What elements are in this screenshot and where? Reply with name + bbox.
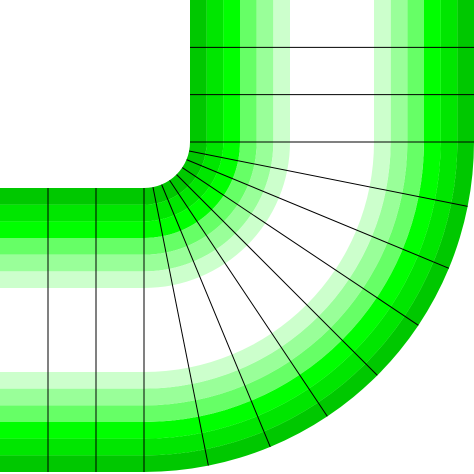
elbow-radial-1 xyxy=(152,187,209,466)
elbow-radial-2 xyxy=(161,184,271,448)
elbow-radial-3 xyxy=(169,179,328,417)
elbow-radial-7 xyxy=(189,150,468,207)
elbow-radial-6 xyxy=(186,159,450,269)
elbow-radial-4 xyxy=(176,174,378,376)
inner-band-1 xyxy=(0,0,207,205)
elbow-radial-5 xyxy=(181,167,419,326)
mesh-lines xyxy=(47,46,474,472)
